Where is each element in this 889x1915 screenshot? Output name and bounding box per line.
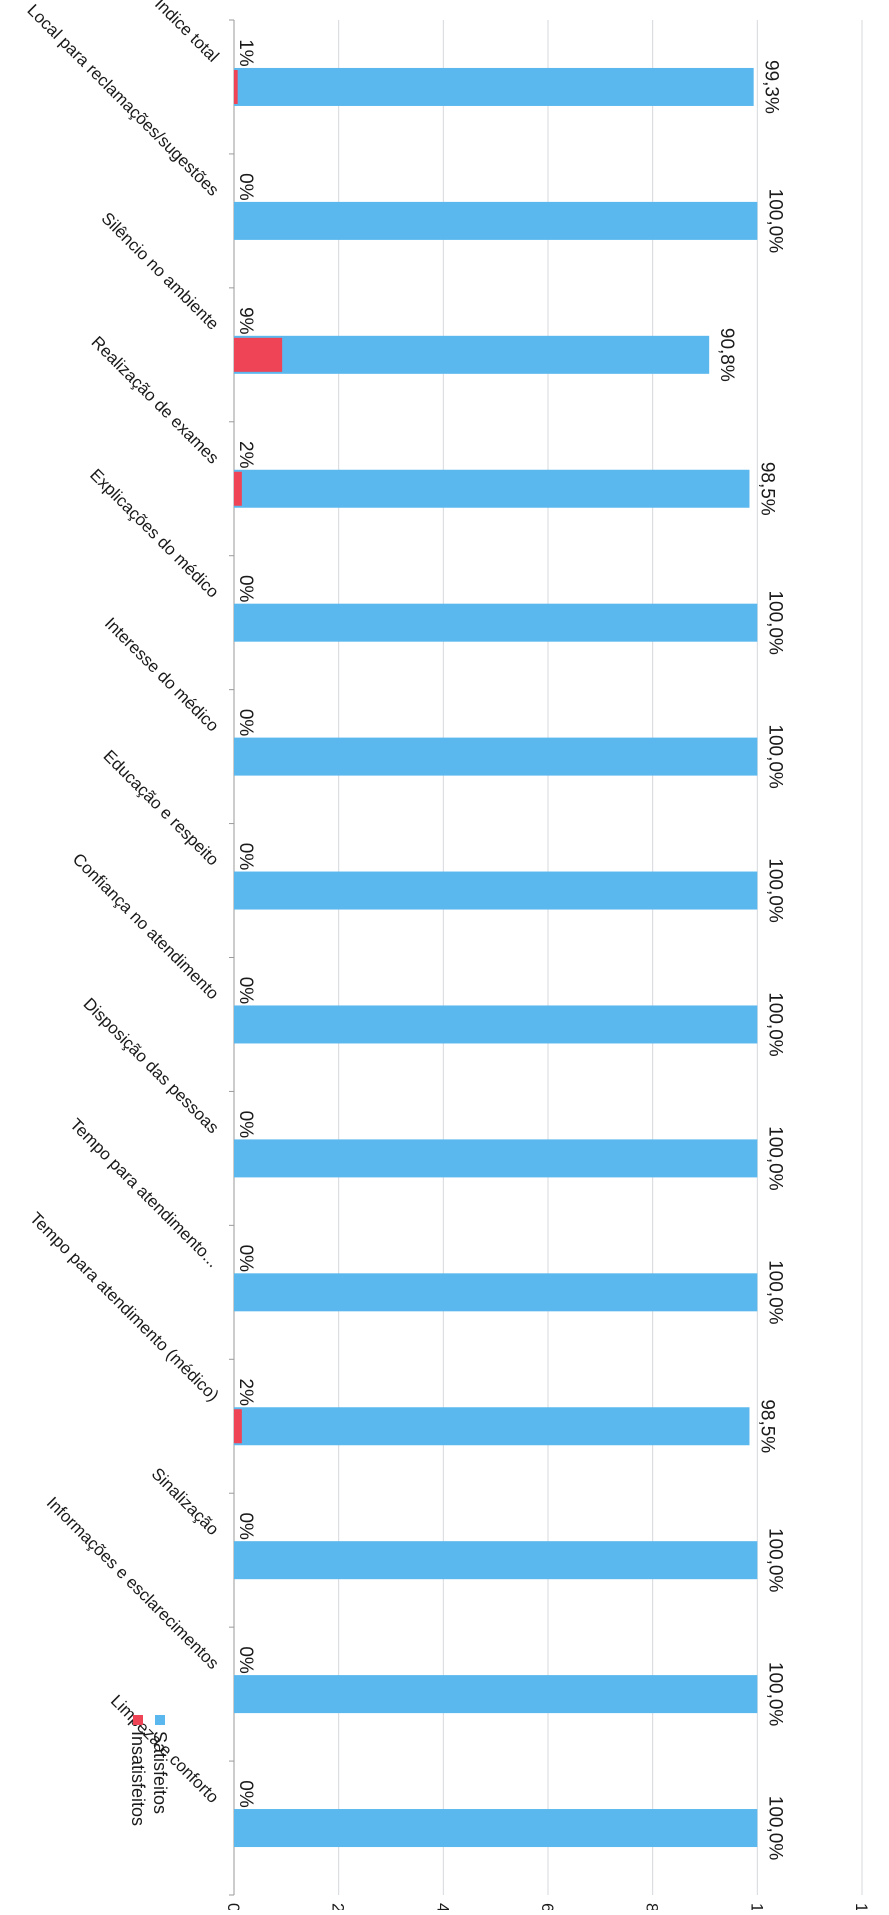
data-label-insatisfeitos: 0% — [235, 1646, 256, 1674]
data-label-insatisfeitos: 0% — [235, 1111, 256, 1139]
data-label-satisfeitos: 98,5% — [756, 1399, 777, 1453]
category-label: Realização de exames — [88, 333, 223, 468]
bar-insatisfeitos — [234, 337, 283, 372]
data-label-satisfeitos: 100,0% — [764, 992, 785, 1057]
data-label-insatisfeitos: 0% — [235, 843, 256, 871]
data-label-insatisfeitos: 2% — [235, 441, 256, 469]
data-label-insatisfeitos: 2% — [235, 1379, 256, 1407]
data-label-insatisfeitos: 0% — [235, 1512, 256, 1540]
bar-satisfeitos — [234, 469, 750, 508]
category-label: Silêncio no ambiente — [98, 209, 223, 334]
data-label-insatisfeitos: 0% — [235, 1245, 256, 1273]
value-axis-tick-label: 80% — [643, 1903, 662, 1910]
legend-swatch — [133, 1715, 143, 1725]
category-label: Tempo para atendimento... — [66, 1115, 222, 1271]
data-label-satisfeitos: 90,8% — [716, 328, 737, 382]
category-label: Disposição das pessoas — [80, 994, 223, 1137]
category-label: Educação e respeito — [100, 746, 223, 869]
bar-satisfeitos — [234, 1407, 750, 1446]
bar-insatisfeitos — [233, 1409, 242, 1444]
category-label: Interesse do médico — [101, 614, 223, 736]
category-label: Confiança no atendimento — [69, 850, 223, 1004]
data-label-insatisfeitos: 0% — [235, 575, 256, 603]
bar-satisfeitos — [234, 67, 754, 106]
bar-satisfeitos — [233, 335, 710, 374]
legend-label: Insatisfeitos — [128, 1731, 148, 1826]
bar-satisfeitos — [234, 1139, 758, 1178]
data-label-satisfeitos: 100,0% — [764, 1662, 785, 1727]
bar-satisfeitos — [234, 1273, 758, 1312]
data-label-satisfeitos: 100,0% — [764, 189, 785, 254]
data-label-insatisfeitos: 0% — [235, 1780, 256, 1808]
value-axis-tick-label: 100% — [747, 1903, 766, 1910]
data-label-satisfeitos: 99,3% — [761, 60, 782, 114]
data-label-satisfeitos: 100,0% — [764, 1528, 785, 1593]
data-label-satisfeitos: 98,5% — [756, 462, 777, 516]
data-label-satisfeitos: 100,0% — [764, 1260, 785, 1325]
value-axis-tick-label: 0% — [224, 1903, 243, 1910]
data-label-insatisfeitos: 0% — [235, 709, 256, 737]
value-axis-tick-label: 120% — [852, 1903, 871, 1910]
bar-satisfeitos — [234, 1005, 758, 1044]
data-label-insatisfeitos: 9% — [235, 307, 256, 335]
category-label: Sinalização — [148, 1464, 223, 1539]
data-label-insatisfeitos: 0% — [235, 173, 256, 201]
bar-satisfeitos — [234, 1675, 758, 1714]
bar-satisfeitos — [234, 1541, 758, 1580]
data-label-satisfeitos: 100,0% — [764, 590, 785, 655]
bar-satisfeitos — [234, 201, 758, 240]
data-label-satisfeitos: 100,0% — [764, 724, 785, 789]
data-label-satisfeitos: 100,0% — [764, 858, 785, 923]
bar-insatisfeitos — [233, 471, 242, 506]
data-label-satisfeitos: 100,0% — [764, 1126, 785, 1191]
value-axis-tick-label: 40% — [433, 1903, 452, 1910]
legend-swatch — [155, 1715, 165, 1725]
legend-label: Satisfeitos — [150, 1731, 170, 1814]
value-axis-tick-label: 60% — [538, 1903, 557, 1910]
bar-satisfeitos — [234, 737, 758, 776]
category-label: Índice total — [151, 0, 223, 66]
value-axis-tick-label: 20% — [329, 1903, 348, 1910]
bar-satisfeitos — [234, 1809, 758, 1848]
data-label-insatisfeitos: 1% — [235, 39, 256, 67]
bar-satisfeitos — [234, 603, 758, 642]
bar-satisfeitos — [234, 871, 758, 910]
data-label-insatisfeitos: 0% — [235, 977, 256, 1005]
data-label-satisfeitos: 100,0% — [764, 1796, 785, 1861]
bar-insatisfeitos — [233, 69, 238, 104]
category-label: Explicações do médico — [86, 465, 222, 601]
